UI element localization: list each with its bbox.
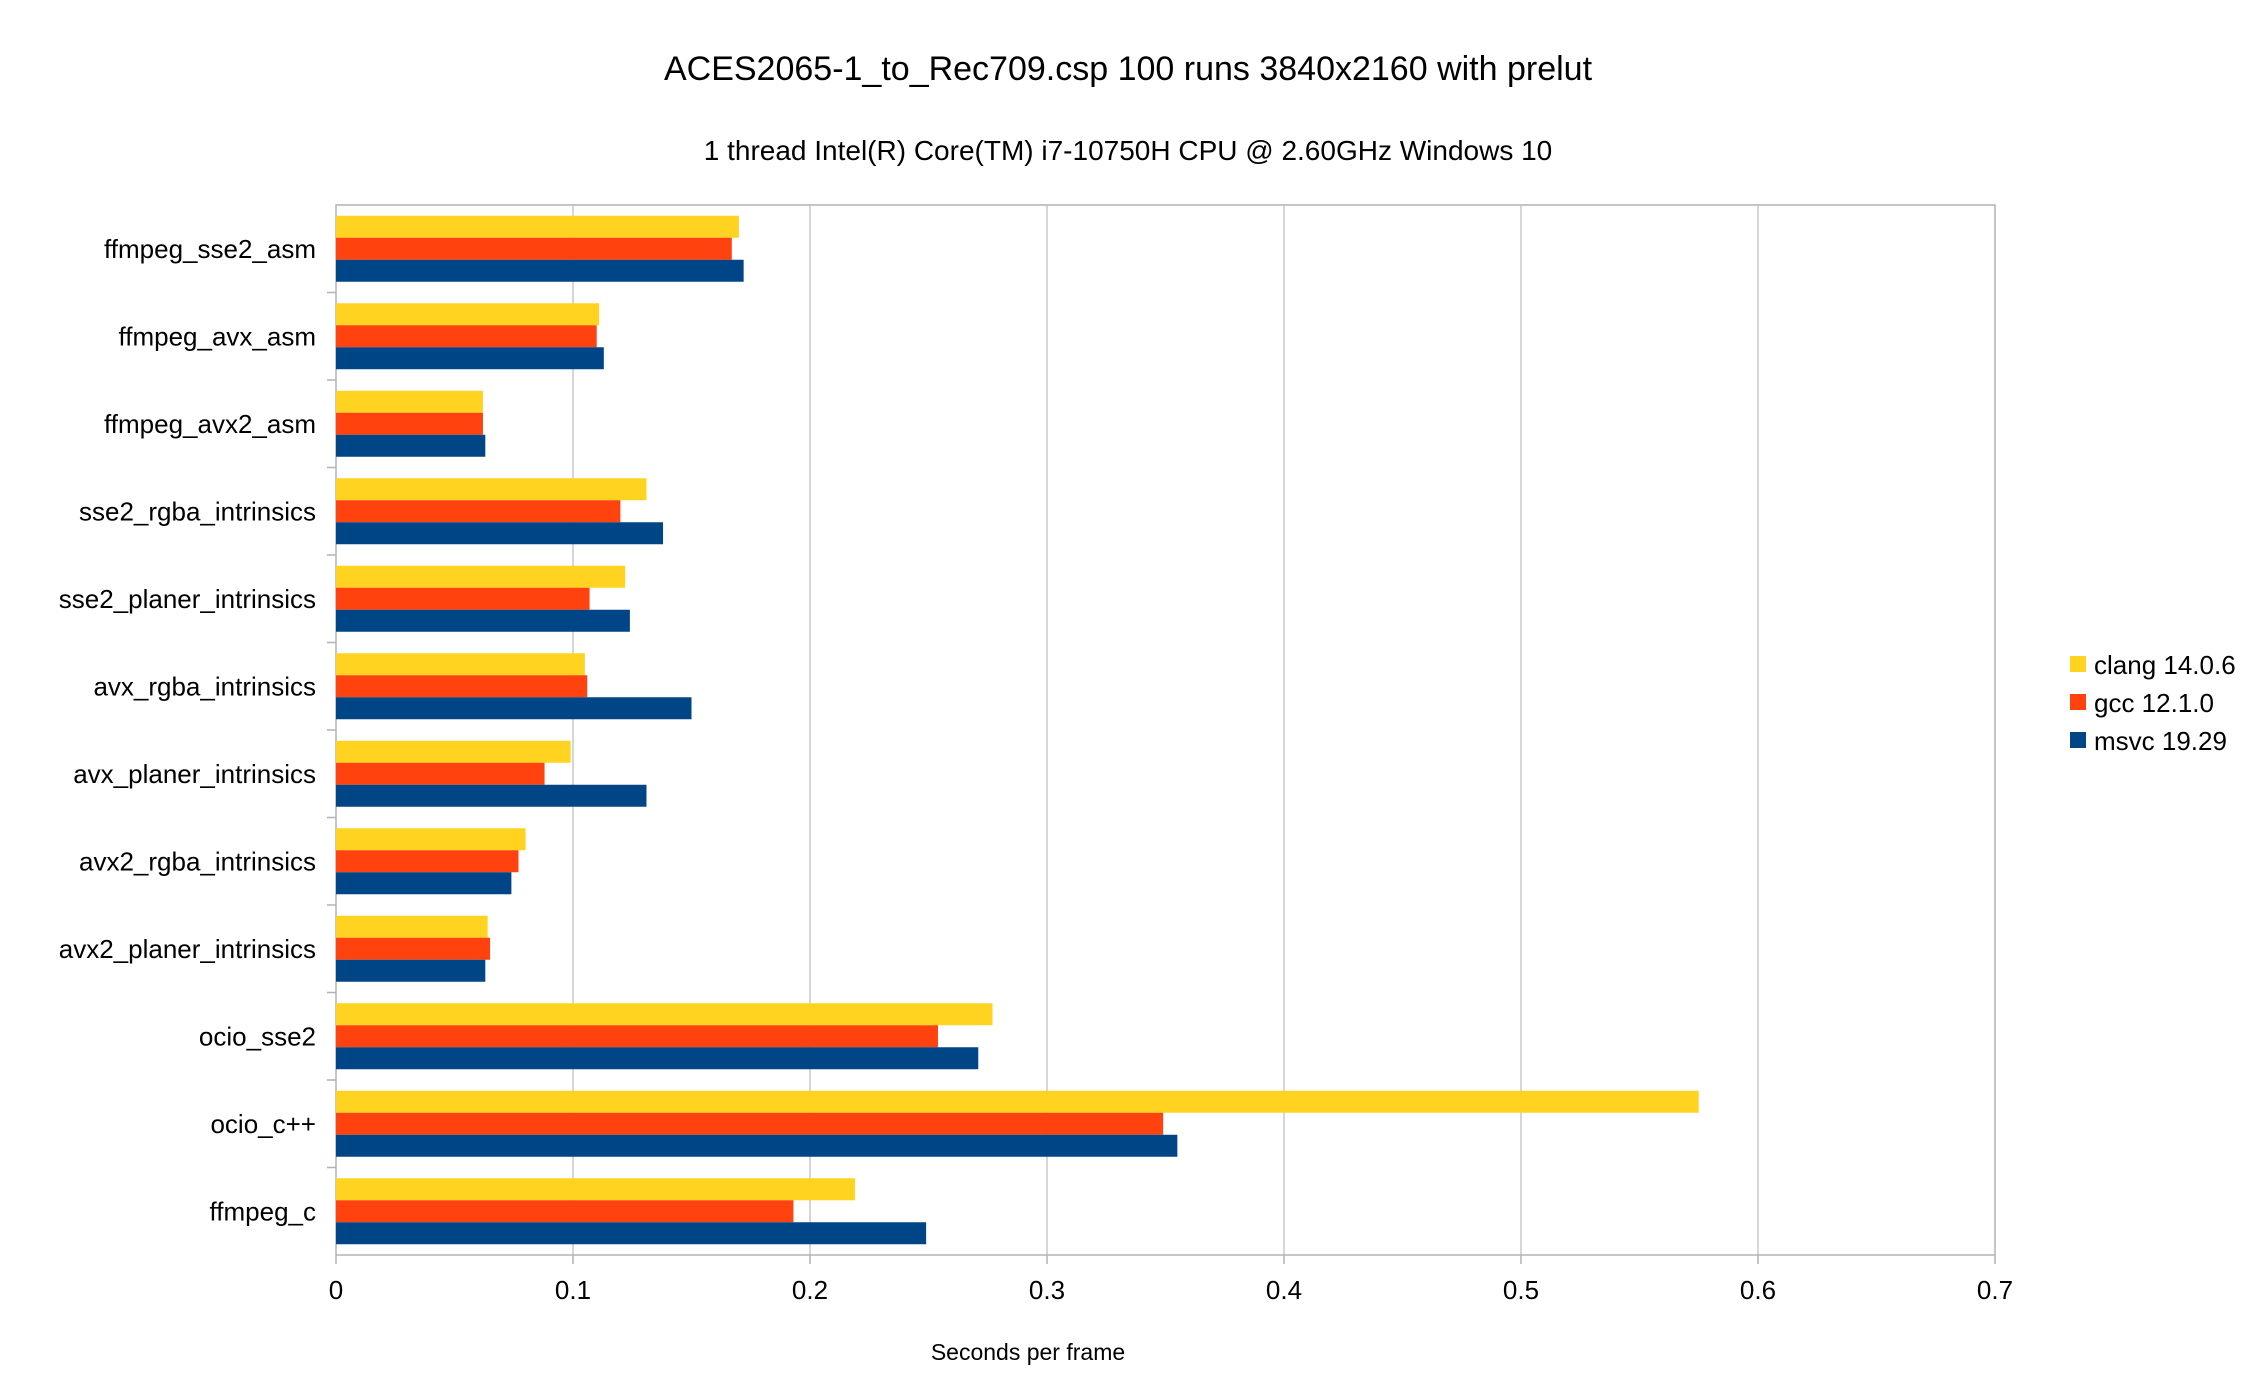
category-label: ocio_sse2 [199,1021,316,1051]
x-tick-label: 0.3 [1029,1275,1065,1305]
bar [336,762,545,785]
category-label: ocio_c++ [210,1109,316,1139]
bar [336,500,621,523]
bar [336,237,732,260]
bar [336,653,585,676]
bar [336,784,647,807]
category-label: ffmpeg_avx_asm [118,321,316,351]
category-label: ffmpeg_avx2_asm [104,409,316,439]
category-label: avx2_rgba_intrinsics [79,846,316,876]
bar [336,1003,993,1026]
bar [336,1200,794,1223]
bar [336,959,486,982]
bar [336,740,571,763]
bar [336,1090,1699,1113]
bar [336,937,491,960]
x-tick-label: 0.6 [1740,1275,1776,1305]
x-tick-label: 0 [329,1275,343,1305]
legend-label: gcc 12.1.0 [2094,688,2214,718]
bar [336,609,630,632]
bar [336,1047,979,1070]
bar [336,1178,856,1201]
x-tick-labels: 0 0.1 0.2 0.3 0.4 0.5 0.6 0.7 [329,1275,2013,1305]
category-label: ffmpeg_c [210,1196,316,1226]
legend-swatch [2070,656,2086,672]
bar [336,565,626,588]
bar [336,522,664,545]
bar [336,434,486,457]
grid-lines [327,204,1996,1264]
x-tick-label: 0.5 [1503,1275,1539,1305]
bar [336,697,692,720]
bar [336,347,604,370]
legend-label: msvc 19.29 [2094,726,2227,756]
legend-swatch [2070,732,2086,748]
x-tick-label: 0.1 [555,1275,591,1305]
chart-title: ACES2065-1_to_Rec709.csp 100 runs 3840x2… [664,50,1593,88]
bar [336,390,483,413]
legend-label: clang 14.0.6 [2094,650,2236,680]
category-label: sse2_rgba_intrinsics [79,496,316,526]
bar [336,915,488,938]
bar [336,215,739,238]
category-labels: ffmpeg_sse2_asm ffmpeg_avx_asm ffmpeg_avx2… [59,234,316,1227]
category-label: ffmpeg_sse2_asm [104,234,316,264]
bar [336,1025,938,1048]
category-label: sse2_planer_intrinsics [59,584,316,614]
x-axis-title: Seconds per frame [931,1339,1125,1365]
category-label: avx2_planer_intrinsics [59,934,316,964]
bar [336,850,519,873]
bar [336,872,512,895]
chart-subtitle: 1 thread Intel(R) Core(TM) i7-10750H CPU… [704,135,1553,166]
bar [336,478,647,501]
category-label: avx_planer_intrinsics [73,759,316,789]
bar [336,1134,1178,1157]
bar [336,259,744,282]
x-tick-label: 0.4 [1266,1275,1302,1305]
bar [336,303,600,326]
legend-swatch [2070,694,2086,710]
bar [336,412,483,435]
legend: clang 14.0.6 gcc 12.1.0 msvc 19.29 [2070,650,2236,756]
category-label: avx_rgba_intrinsics [93,671,316,701]
bar [336,675,588,698]
bar [336,1112,1164,1135]
bars [336,215,1699,1245]
x-tick-label: 0.2 [792,1275,828,1305]
bar [336,1222,927,1245]
bar [336,325,597,348]
x-tick-label: 0.7 [1977,1275,2013,1305]
bar [336,828,526,851]
bar [336,587,590,610]
